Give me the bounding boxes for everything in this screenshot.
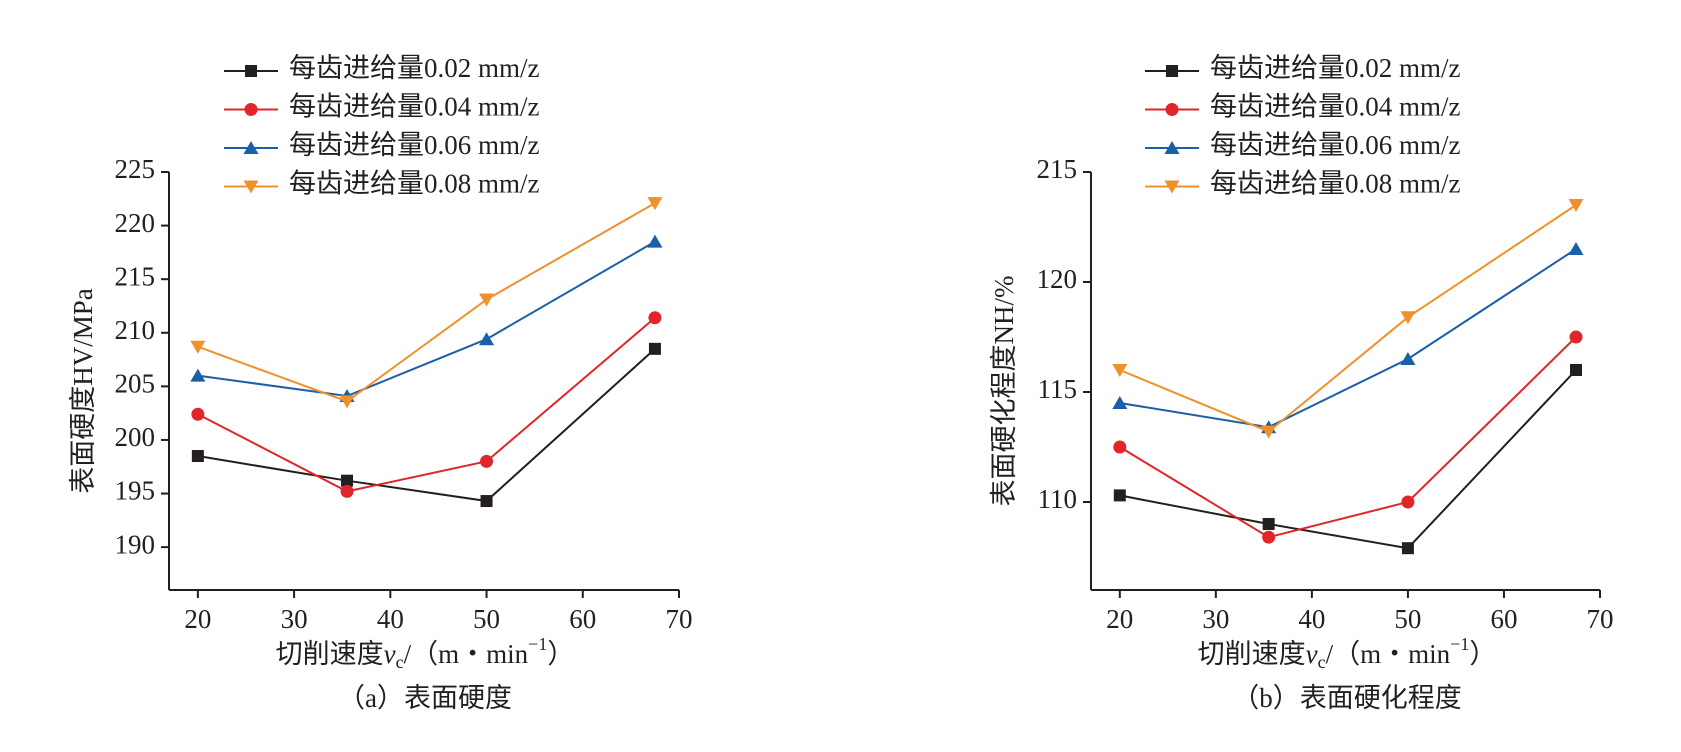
marker <box>244 103 258 116</box>
y-tick-label: 110 <box>1038 484 1078 514</box>
x-tick-label: 70 <box>1587 604 1614 634</box>
y-tick-label: 195 <box>115 476 156 506</box>
y-tick-label: 190 <box>115 529 156 559</box>
x-label-sub: c <box>1318 652 1326 672</box>
caption: （a）表面硬度 <box>338 683 512 713</box>
x-tick-label: 60 <box>1490 604 1517 634</box>
y-tick-label: 225 <box>115 154 156 184</box>
marker <box>191 407 205 421</box>
marker <box>1400 311 1416 325</box>
legend-label: 每齿进给量0.02 mm/z <box>289 53 540 83</box>
x-label-text: 切削速度 <box>1198 639 1306 669</box>
y-tick-label: 220 <box>115 208 156 238</box>
y-tick-label: 205 <box>115 369 156 399</box>
series-line <box>1119 336 1577 539</box>
marker <box>1164 180 1180 194</box>
y-axis-label: 表面硬化程度NH/% <box>989 276 1019 507</box>
series-line <box>1119 248 1577 429</box>
x-tick-label: 40 <box>1298 604 1325 634</box>
legend-label: 每齿进给量0.06 mm/z <box>289 130 540 160</box>
marker <box>1113 489 1126 502</box>
marker <box>1401 542 1414 555</box>
caption: （b）表面硬化程度 <box>1232 683 1462 713</box>
x-tick-label: 50 <box>1394 604 1421 634</box>
x-tick-label: 30 <box>1202 604 1229 634</box>
x-tick-label: 50 <box>473 604 500 634</box>
marker <box>1569 330 1583 344</box>
marker <box>243 180 259 194</box>
series-line <box>1119 369 1577 550</box>
legend-label: 每齿进给量0.04 mm/z <box>289 92 540 122</box>
series-line <box>197 240 656 398</box>
x-tick-label: 20 <box>184 604 211 634</box>
series-line <box>197 348 656 503</box>
marker <box>340 484 354 498</box>
y-tick-label: 215 <box>115 261 156 291</box>
legend-label: 每齿进给量0.06 mm/z <box>1210 130 1461 160</box>
marker <box>190 340 206 354</box>
x-tick-label: 40 <box>377 604 404 634</box>
x-label-unit: /（m・min <box>404 639 529 669</box>
legend-label: 每齿进给量0.02 mm/z <box>1210 53 1461 83</box>
marker <box>479 293 495 307</box>
marker <box>648 311 662 325</box>
marker <box>1166 65 1178 77</box>
y-axis-label: 表面硬度HV/MPa <box>68 288 98 494</box>
x-tick-label: 60 <box>569 604 596 634</box>
marker <box>648 342 661 355</box>
legend-label: 每齿进给量0.04 mm/z <box>1210 92 1461 122</box>
y-tick-label: 115 <box>1038 374 1078 404</box>
marker <box>480 454 494 468</box>
marker <box>245 65 257 77</box>
marker <box>1569 364 1582 376</box>
marker <box>1568 242 1584 255</box>
x-tick-label: 70 <box>666 604 693 634</box>
marker <box>1401 495 1415 509</box>
x-label-text: 切削速度 <box>276 639 384 669</box>
marker <box>647 234 663 248</box>
x-label-close: ） <box>547 639 574 669</box>
marker <box>479 332 495 346</box>
series-line <box>1119 204 1577 433</box>
marker <box>1164 141 1180 154</box>
y-tick-label: 210 <box>115 315 156 345</box>
marker <box>191 450 204 463</box>
marker <box>1568 199 1584 212</box>
series-line <box>197 317 656 493</box>
x-label-sup: −1 <box>1450 634 1469 654</box>
marker <box>339 395 355 409</box>
legend-label: 每齿进给量0.08 mm/z <box>289 169 540 199</box>
x-label-close: ） <box>1469 639 1496 669</box>
marker <box>1261 425 1277 439</box>
marker <box>341 474 354 487</box>
y-tick-label: 200 <box>115 422 156 452</box>
x-tick-label: 20 <box>1106 604 1133 634</box>
marker <box>1400 352 1416 365</box>
x-label-sup: −1 <box>528 634 547 654</box>
x-axis-label: 切削速度vc/（m・min−1） <box>1198 634 1497 672</box>
x-label-var: v <box>1306 639 1318 669</box>
marker <box>1112 396 1128 409</box>
x-label-var: v <box>384 639 396 669</box>
marker <box>1112 364 1128 377</box>
marker <box>243 141 259 154</box>
legend-label: 每齿进给量0.08 mm/z <box>1210 169 1461 199</box>
marker <box>1262 518 1275 530</box>
x-label-unit: /（m・min <box>1326 639 1451 669</box>
marker <box>647 197 663 211</box>
marker <box>480 495 493 508</box>
marker <box>1262 530 1276 544</box>
marker <box>1165 103 1179 116</box>
y-tick-label: 215 <box>1037 154 1078 184</box>
x-tick-label: 30 <box>281 604 308 634</box>
y-tick-label: 120 <box>1037 264 1078 294</box>
series-line <box>197 202 656 403</box>
marker <box>1113 440 1127 454</box>
x-label-sub: c <box>396 652 404 672</box>
marker <box>190 368 206 382</box>
x-axis-label: 切削速度vc/（m・min−1） <box>276 634 575 672</box>
